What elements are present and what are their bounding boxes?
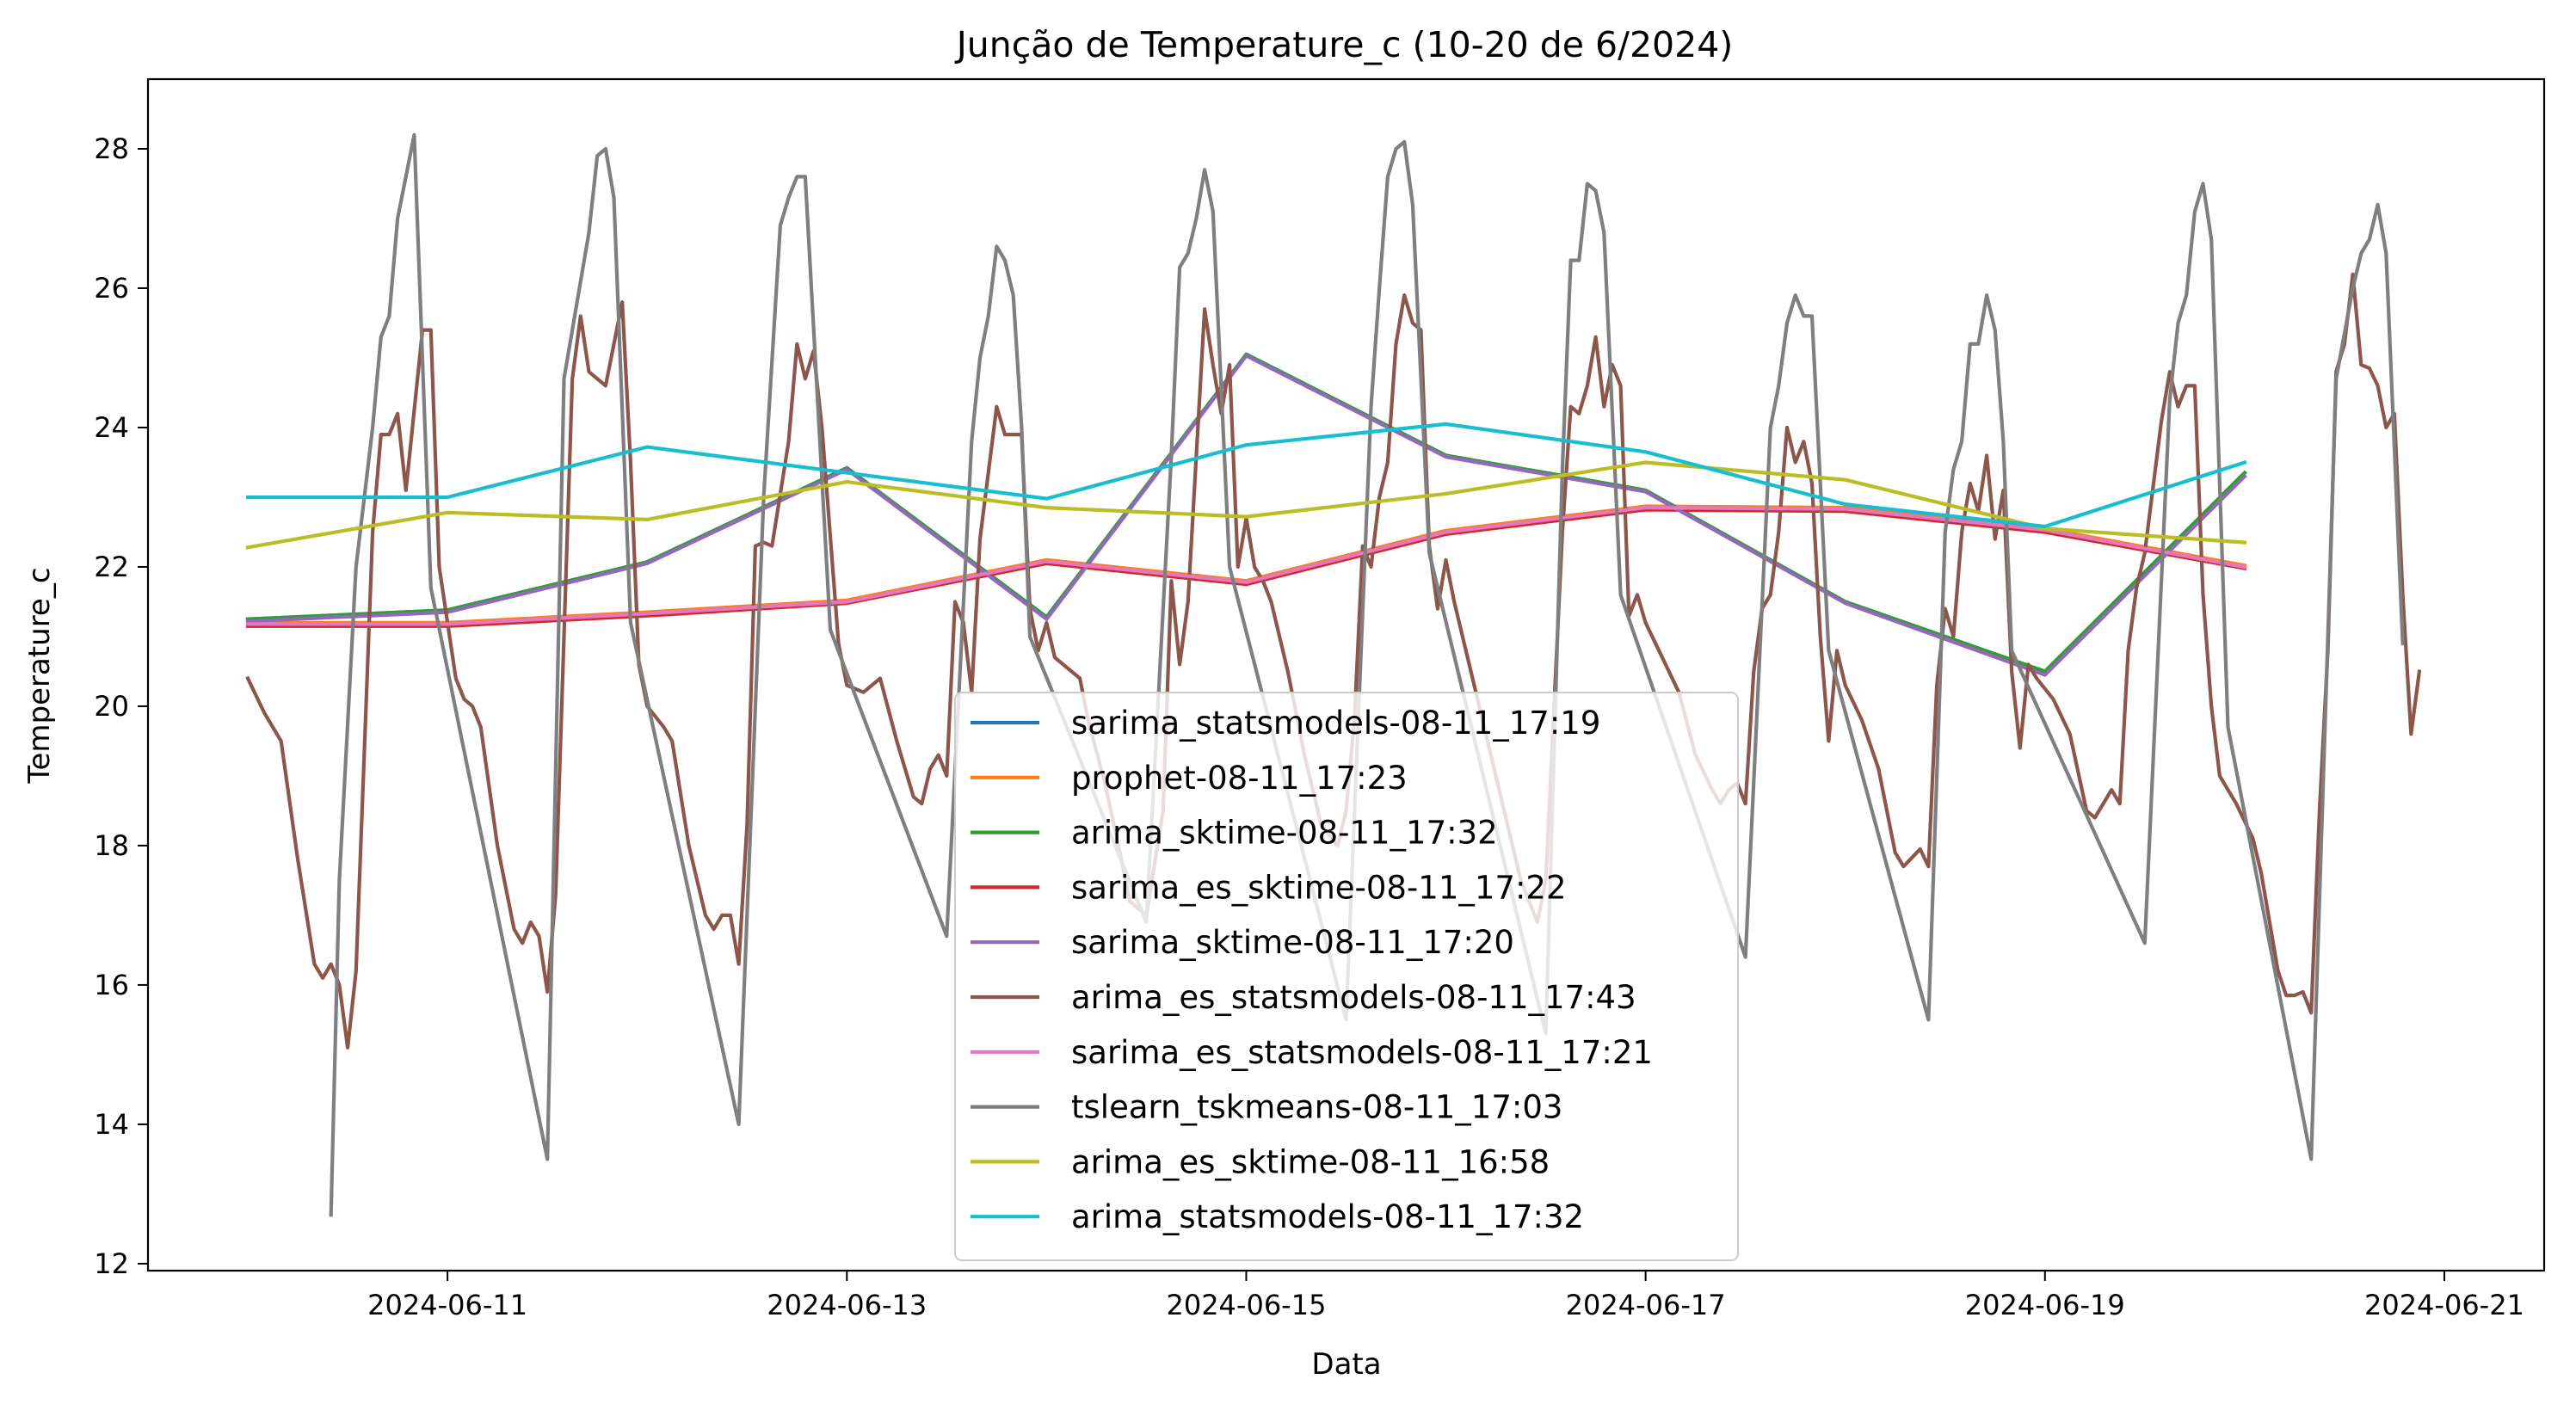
legend-label: arima_statsmodels-08-11_17:32 (1071, 1198, 1584, 1235)
x-tick-label: 2024-06-11 (367, 1289, 527, 1321)
x-axis: 2024-06-11 2024-06-13 2024-06-15 2024-06-17… (367, 1271, 2524, 1321)
x-tick-label: 2024-06-13 (767, 1289, 927, 1321)
y-tick-label: 16 (94, 969, 129, 1001)
y-tick-label: 26 (94, 272, 129, 305)
x-tick-label: 2024-06-15 (1166, 1289, 1326, 1321)
legend-label: prophet-08-11_17:23 (1071, 760, 1408, 797)
legend-label: arima_es_sktime-08-11_16:58 (1071, 1143, 1550, 1180)
legend-entries: sarima_statsmodels-08-11_17:19 prophet-08… (971, 705, 1653, 1235)
y-tick-label: 22 (94, 551, 129, 583)
legend-label: tslearn_tskmeans-08-11_17:03 (1071, 1089, 1562, 1126)
y-tick-label: 12 (94, 1247, 129, 1280)
y-axis: 12 14 16 18 20 22 24 26 28 (94, 132, 148, 1280)
x-tick-label: 2024-06-17 (1566, 1289, 1726, 1321)
legend-label: arima_sktime-08-11_17:32 (1071, 815, 1498, 852)
x-tick-label: 2024-06-19 (1965, 1289, 2125, 1321)
series-line-arima_es_sktime-08-11_16:58 (245, 460, 2247, 550)
legend-box (954, 692, 1739, 1261)
series-line-sarima_es_statsmodels-08-11_17:21 (245, 505, 2247, 626)
series-line-arima_es_statsmodels-08-11_17:43 (245, 272, 2422, 1050)
y-tick-label: 28 (94, 132, 129, 165)
y-tick-label: 14 (94, 1108, 129, 1141)
y-tick-label: 20 (94, 690, 129, 723)
legend-label: sarima_sktime-08-11_17:20 (1071, 924, 1514, 961)
legend-label: arima_es_statsmodels-08-11_17:43 (1071, 979, 1636, 1016)
x-tick-label: 2024-06-21 (2364, 1289, 2524, 1321)
y-tick-label: 18 (94, 829, 129, 862)
legend: sarima_statsmodels-08-11_17:19 prophet-08… (954, 692, 1739, 1261)
legend-label: sarima_es_statsmodels-08-11_17:21 (1071, 1034, 1653, 1071)
y-tick-label: 24 (94, 411, 129, 444)
series-line-arima_statsmodels-08-11_17:32 (245, 422, 2247, 529)
x-axis-title: Data (1311, 1347, 1381, 1382)
chart-title: Junção de Temperature_c (10-20 de 6/2024… (954, 24, 1734, 65)
legend-label: sarima_es_sktime-08-11_17:22 (1071, 869, 1567, 906)
series-line-sarima_sktime-08-11_17:20 (245, 354, 2247, 677)
series-layer (245, 132, 2422, 1217)
series-line-sarima_es_sktime-08-11_17:22 (245, 508, 2247, 628)
y-axis-title: Temperature_c (22, 567, 57, 784)
series-line-tslearn_tskmeans-08-11_17:03 (329, 132, 2405, 1217)
plot-frame (146, 77, 2546, 1272)
legend-label: sarima_statsmodels-08-11_17:19 (1071, 705, 1600, 742)
